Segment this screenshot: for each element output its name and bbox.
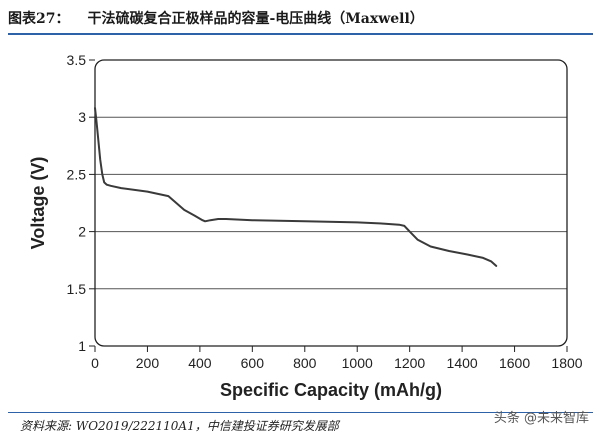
figure-title: 图表27： 干法硫碳复合正极样品的容量-电压曲线（Maxwell） [8, 6, 593, 32]
x-tick-label: 800 [293, 355, 317, 371]
y-tick-label: 1.5 [67, 281, 87, 297]
x-tick-label: 400 [188, 355, 212, 371]
x-tick-label: 1000 [342, 355, 373, 371]
x-tick-label: 1600 [499, 355, 530, 371]
y-tick-label: 1 [78, 338, 86, 354]
series-lines [94, 107, 498, 267]
capacity-voltage-chart: 1 1.5 2 2.5 3 3.5 0 200 400 600 800 1000 1200 1400 16… [28, 52, 583, 400]
plot-frame [94, 59, 568, 347]
title-divider [8, 33, 593, 35]
x-tick-label: 200 [136, 355, 160, 371]
y-tick-label: 3.5 [67, 52, 87, 68]
x-axis-ticks: 0 200 400 600 800 1000 1200 1400 1600 1800 [91, 346, 583, 371]
y-axis-ticks: 1 1.5 2 2.5 3 3.5 [67, 52, 95, 354]
footer-divider [8, 412, 593, 413]
y-tick-label: 2.5 [67, 166, 87, 182]
source-note: 资料来源: WO2019/222110A1，中信建投证券研究发展部 [20, 419, 339, 433]
x-tick-label: 0 [91, 355, 99, 371]
y-axis-title: Voltage (V) [28, 157, 48, 250]
x-tick-label: 1800 [551, 355, 582, 371]
x-tick-label: 600 [241, 355, 265, 371]
figure-number: 图表27： [8, 11, 70, 27]
x-tick-label: 1400 [447, 355, 478, 371]
x-axis-title: Specific Capacity (mAh/g) [220, 380, 442, 400]
voltage-curve [94, 107, 498, 267]
y-tick-label: 3 [78, 109, 86, 125]
grid-lines [95, 116, 567, 290]
watermark: 头条 @未来智库 [493, 411, 589, 426]
y-tick-label: 2 [78, 224, 86, 240]
plot-area [94, 59, 568, 347]
x-tick-label: 1200 [394, 355, 425, 371]
figure-title-text: 干法硫碳复合正极样品的容量-电压曲线（Maxwell） [87, 11, 424, 27]
